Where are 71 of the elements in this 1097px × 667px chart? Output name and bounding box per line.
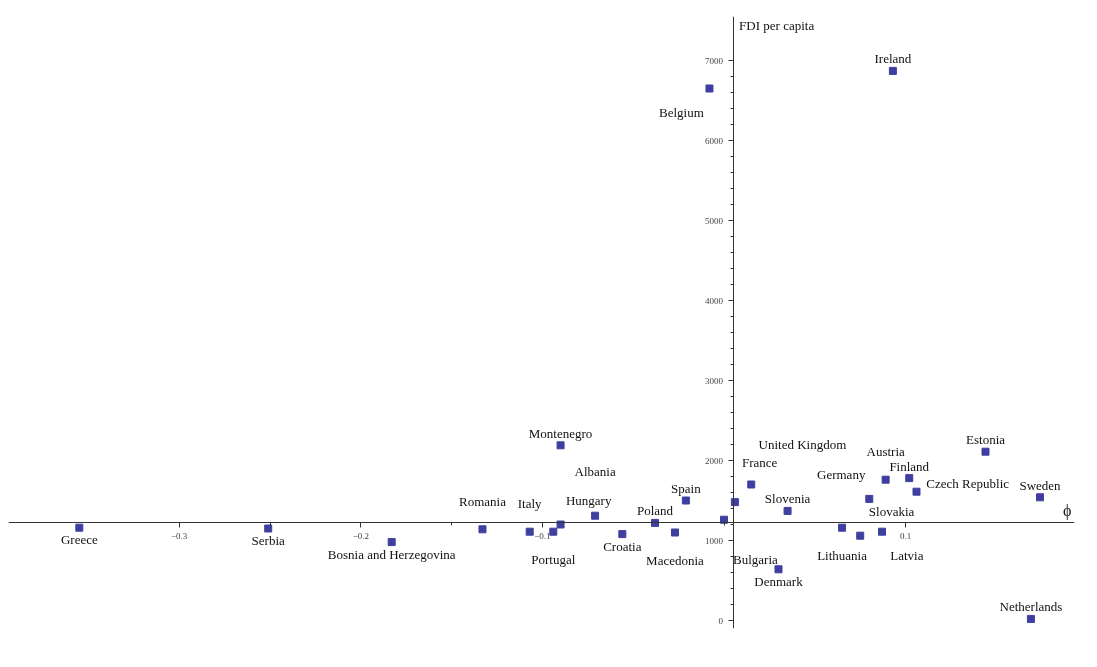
annotation: Portugal	[531, 552, 576, 568]
point	[387, 538, 396, 547]
annotation: France	[742, 454, 778, 470]
annotation: Slovakia	[868, 504, 915, 520]
annotation: Poland	[636, 503, 674, 519]
y-tick-label: 7000	[705, 55, 724, 66]
annotation: Sweden	[1019, 477, 1062, 493]
point	[264, 524, 273, 533]
annotation: Romania	[459, 493, 507, 509]
annotation: Ireland	[874, 51, 912, 67]
annotation: Latvia	[890, 548, 924, 564]
annotation: Lithuania	[817, 548, 868, 564]
annotation: Estonia	[966, 432, 1006, 448]
point	[774, 565, 783, 574]
point	[878, 527, 886, 536]
y-tick-label: 5000	[705, 215, 724, 226]
point	[681, 496, 690, 505]
point	[1026, 614, 1035, 623]
annotation: Germany	[817, 467, 866, 483]
point	[525, 527, 534, 536]
annotation: Hungary	[565, 493, 612, 508]
annotation: Belgium	[658, 105, 704, 120]
y-tick-label: 6000	[705, 135, 724, 146]
annotation: Montenegro	[528, 425, 593, 441]
y-tick-label: 4000	[705, 295, 724, 306]
annotation: Serbia	[251, 533, 286, 548]
y-tick-label: 1000	[705, 535, 724, 546]
point	[912, 487, 921, 496]
point	[556, 441, 565, 450]
x-tick-label: −0.2	[352, 530, 369, 541]
point	[865, 494, 874, 503]
annotation: Netherlands	[999, 599, 1063, 615]
point	[75, 523, 84, 532]
point	[549, 527, 558, 536]
point	[888, 66, 897, 75]
annotation: Czech Republic	[926, 476, 1010, 492]
annotation: Slovenia	[764, 491, 811, 507]
annotation: Austria	[866, 444, 905, 460]
annotation: Italy	[517, 496, 543, 512]
y-tick-label: 3000	[705, 375, 724, 386]
point	[1036, 493, 1044, 502]
point	[981, 447, 990, 456]
x-tick-label: −0.3	[171, 530, 188, 541]
y-tick-label: 0	[718, 615, 724, 626]
annotation: Denmark	[754, 573, 804, 589]
point	[838, 523, 847, 532]
point	[881, 475, 890, 484]
point	[905, 474, 914, 483]
point	[783, 506, 792, 515]
annotation: Bosnia and Herzegovina	[327, 546, 456, 562]
annotation: Albania	[574, 464, 616, 480]
annotation: Croatia	[603, 538, 642, 554]
x-tick-label: 0.1	[899, 530, 912, 541]
annotation: Macedonia	[646, 553, 705, 568]
point	[856, 531, 865, 540]
annotation: Greece	[60, 532, 98, 548]
y-tick-label: 2000	[705, 455, 724, 466]
annotation: Spain	[671, 481, 702, 496]
annotation: Finland	[889, 458, 930, 474]
point	[747, 480, 756, 489]
point	[556, 520, 565, 529]
point	[591, 511, 600, 520]
point	[670, 528, 679, 537]
point	[478, 525, 487, 534]
point	[705, 84, 714, 93]
x-tick-label: −0.1	[534, 530, 551, 541]
annotation: Bulgaria	[733, 552, 779, 568]
y-axis-title: FDI per capita	[739, 18, 815, 33]
x-axis-title: ϕ	[1063, 502, 1072, 521]
annotation: United Kingdom	[758, 437, 847, 452]
point	[618, 530, 627, 539]
